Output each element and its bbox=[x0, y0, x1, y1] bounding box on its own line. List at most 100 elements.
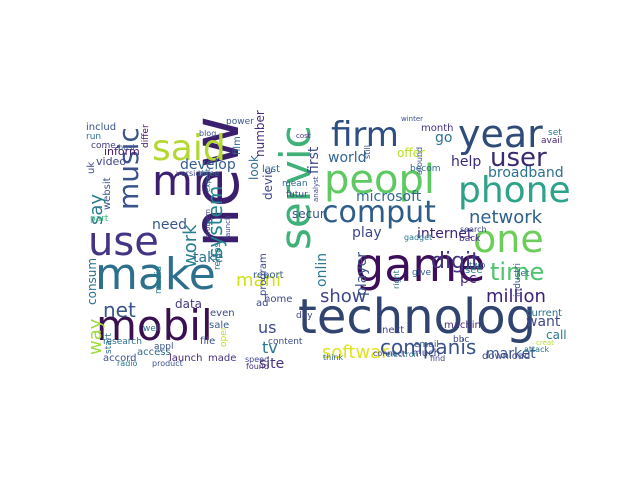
word-ad: ad bbox=[256, 298, 268, 309]
word-way: way bbox=[85, 318, 106, 355]
word-becom: becom bbox=[410, 164, 440, 174]
word-download: download bbox=[482, 351, 530, 362]
word-site: site bbox=[259, 356, 284, 372]
word-search: search bbox=[460, 225, 487, 234]
word-speed: speed bbox=[245, 355, 269, 364]
word-right: right bbox=[392, 270, 401, 289]
word-think: think bbox=[323, 353, 344, 362]
word-help: help bbox=[451, 154, 481, 170]
word-start: start bbox=[104, 333, 114, 354]
word-user: user bbox=[490, 143, 547, 173]
word-cloud-words: new technolog mobil game peopl said servic year… bbox=[85, 110, 571, 372]
word-music: music bbox=[112, 127, 145, 210]
word-appl: appl bbox=[154, 342, 173, 352]
word-take: take bbox=[193, 250, 223, 266]
word-creat: creat bbox=[536, 339, 554, 347]
word-use: use bbox=[88, 219, 159, 265]
word-mobil: mobil bbox=[96, 301, 213, 350]
word-three: three bbox=[198, 169, 219, 178]
word-game: game bbox=[355, 238, 486, 292]
word-number: number bbox=[253, 110, 267, 157]
word-million: million bbox=[486, 286, 546, 307]
word-consum: consum bbox=[85, 258, 99, 305]
word-accord: accord bbox=[103, 353, 137, 364]
word-go: go bbox=[435, 130, 452, 146]
word-releas: releas bbox=[213, 242, 223, 270]
word-offer: offer bbox=[397, 146, 425, 160]
word-firm: firm bbox=[331, 115, 399, 155]
word-give: give bbox=[412, 268, 432, 278]
word-launch: launch bbox=[169, 353, 202, 364]
word-technolog: technolog bbox=[298, 289, 536, 345]
word-system: system bbox=[203, 186, 227, 258]
word-year: year bbox=[458, 112, 543, 156]
word-secur: secur bbox=[292, 207, 325, 221]
word-two: two bbox=[469, 261, 486, 271]
word-mani: mani bbox=[236, 270, 281, 291]
word-set: set bbox=[548, 128, 562, 138]
word-network: network bbox=[469, 207, 543, 228]
word-net: net bbox=[103, 298, 136, 322]
word-phone: phone bbox=[458, 170, 571, 211]
word-broadband: broadband bbox=[488, 165, 564, 181]
word-tv: tv bbox=[262, 338, 278, 357]
word-back: back bbox=[459, 234, 481, 244]
word-part: part bbox=[90, 214, 109, 224]
word-need: need bbox=[152, 217, 187, 233]
word-media: media bbox=[154, 266, 164, 294]
word-uk: uk bbox=[86, 162, 97, 174]
word-mr: mr bbox=[152, 156, 211, 205]
word-microsoft: microsoft bbox=[356, 189, 422, 205]
word-work: work bbox=[180, 224, 201, 268]
word-oper: oper bbox=[219, 326, 229, 347]
word-report: report bbox=[253, 270, 284, 281]
word-pc: pc bbox=[460, 271, 477, 287]
word-research: research bbox=[103, 337, 142, 347]
word-let: let bbox=[518, 269, 530, 279]
word-show: show bbox=[320, 286, 367, 307]
word-sale: sale bbox=[209, 320, 229, 331]
word-next: next bbox=[382, 325, 404, 336]
word-content: content bbox=[268, 337, 303, 347]
word-mean: mean bbox=[282, 179, 308, 189]
word-digit: digit bbox=[431, 249, 480, 274]
word-cost: cost bbox=[296, 132, 311, 140]
word-month: month bbox=[421, 123, 453, 134]
word-devic: devic bbox=[261, 168, 275, 200]
word-softwar: softwar bbox=[322, 342, 389, 363]
word-new: new bbox=[180, 116, 254, 248]
word-connect: connect bbox=[373, 349, 405, 358]
word-current: current bbox=[526, 308, 562, 319]
word-say: say bbox=[86, 194, 107, 225]
word-analyst: analyst bbox=[312, 176, 320, 202]
word-video: video bbox=[96, 155, 126, 168]
word-power: power bbox=[226, 117, 254, 127]
word-develop: develop bbox=[180, 157, 236, 173]
word-said: said bbox=[152, 128, 226, 169]
word-found: found bbox=[246, 362, 269, 371]
word-market: market bbox=[486, 346, 536, 362]
word-internet: internet bbox=[417, 226, 473, 242]
word-play: play bbox=[352, 225, 382, 241]
word-us: us bbox=[258, 318, 276, 337]
word-problem: problem bbox=[204, 209, 212, 238]
word-come: come bbox=[91, 141, 116, 151]
word-make: make bbox=[95, 249, 216, 300]
word-file: file bbox=[200, 336, 215, 347]
word-made: made bbox=[208, 353, 236, 364]
word-even: even bbox=[210, 308, 235, 319]
word-home: home bbox=[264, 294, 292, 305]
word-product: product bbox=[152, 359, 183, 368]
word-inform: inform bbox=[104, 145, 140, 158]
word-blog: blog bbox=[199, 129, 216, 138]
word-expect: expect bbox=[204, 168, 212, 192]
word-find: find bbox=[430, 354, 445, 363]
word-differ: differ bbox=[141, 124, 151, 148]
word-email: email bbox=[414, 340, 439, 350]
word-attack: attack bbox=[524, 345, 549, 354]
word-see: see bbox=[465, 265, 483, 276]
word-around: around bbox=[415, 147, 424, 175]
word-access: access bbox=[137, 347, 171, 358]
